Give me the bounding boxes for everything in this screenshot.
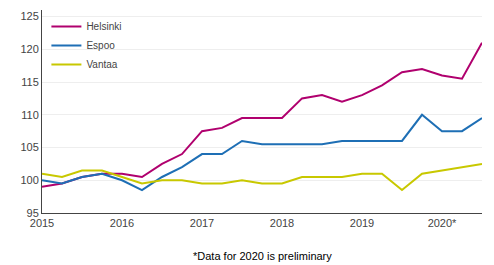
- svg-text:110: 110: [21, 109, 39, 121]
- svg-text:2018: 2018: [270, 217, 294, 229]
- svg-text:2015: 2015: [30, 217, 54, 229]
- svg-text:120: 120: [20, 43, 38, 55]
- svg-text:105: 105: [20, 141, 38, 153]
- svg-text:Helsinki: Helsinki: [86, 21, 121, 32]
- svg-text:Vantaa: Vantaa: [86, 59, 117, 70]
- svg-text:Espoo: Espoo: [86, 40, 115, 51]
- svg-text:2019: 2019: [350, 217, 374, 229]
- svg-text:125: 125: [20, 10, 38, 22]
- svg-text:*Data for 2020 is preliminary: *Data for 2020 is preliminary: [193, 250, 332, 262]
- svg-text:95: 95: [27, 207, 39, 219]
- svg-text:2016: 2016: [110, 217, 134, 229]
- svg-text:100: 100: [20, 174, 38, 186]
- svg-text:115: 115: [21, 76, 39, 88]
- svg-text:2020*: 2020*: [428, 217, 457, 229]
- svg-text:2017: 2017: [190, 217, 214, 229]
